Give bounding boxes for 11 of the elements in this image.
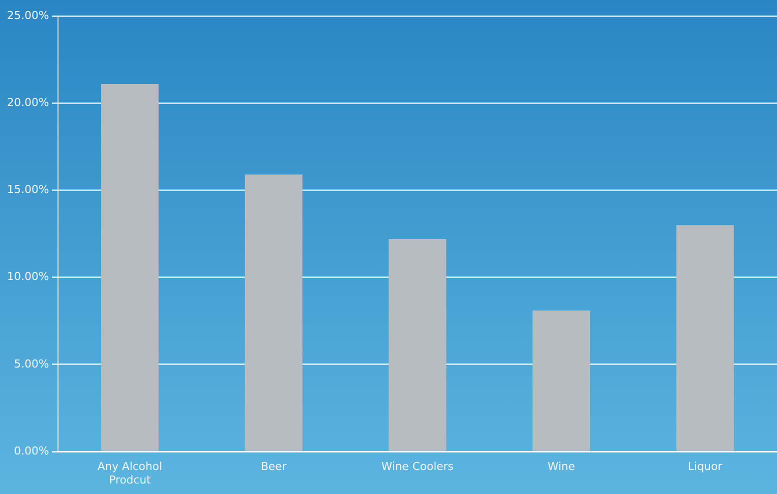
x-tick-label: Wine Coolers (381, 460, 454, 474)
y-tick-label: 15.00% (6, 183, 49, 196)
x-tick-label: Beer (260, 460, 287, 474)
x-tick-label: Any Alcohol Prodcut (98, 460, 162, 486)
y-tick-label: 0.00% (14, 444, 49, 458)
x-tick-label: Liquor (688, 460, 723, 474)
x-tick-label: Wine (548, 460, 576, 474)
y-tick-label: 10.00% (6, 270, 49, 284)
y-tick-label: 20.00% (6, 96, 49, 109)
y-tick-label: 25.00% (6, 8, 49, 22)
y-tick-label: 5.00% (14, 357, 49, 370)
